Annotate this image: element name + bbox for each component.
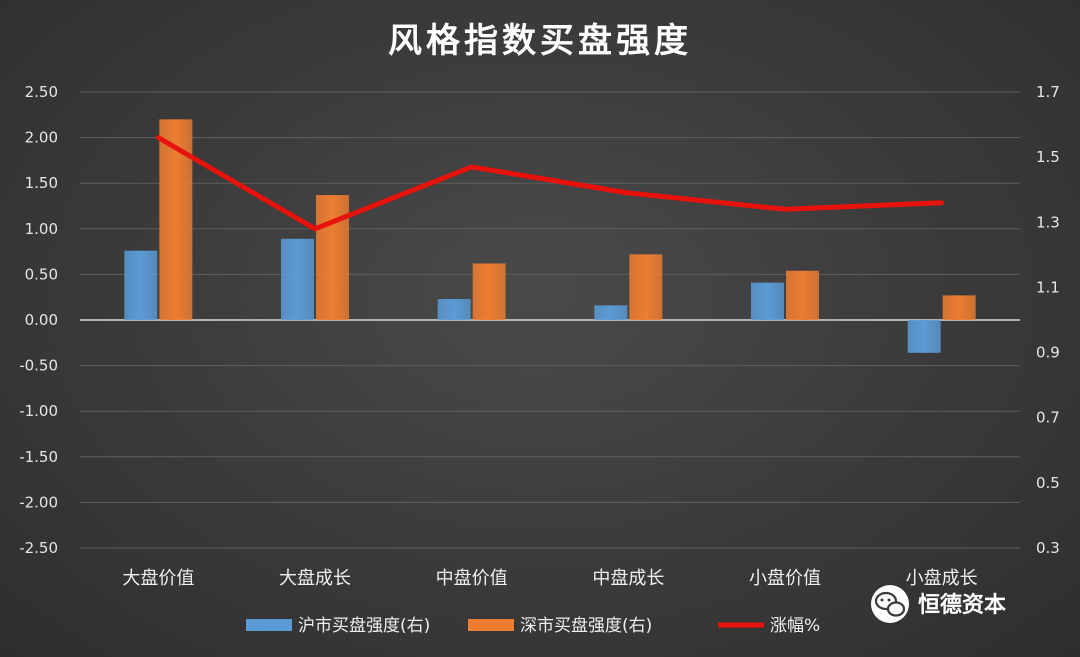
left-tick-label: 1.00 [25, 220, 58, 238]
chart-title: 风格指数买盘强度 [388, 21, 692, 61]
left-tick-label: -0.50 [19, 357, 58, 375]
legend-label-1: 深市买盘强度(右) [520, 616, 652, 636]
bar-sh-1 [281, 238, 314, 320]
line-layer [155, 135, 945, 232]
left-axis-ticks: 2.50 2.00 1.50 1.00 0.50 0.00 -0.50 -1.00 -1.50 -… [19, 83, 58, 557]
legend-swatch-0 [246, 619, 292, 631]
series-line-zhangfu [155, 135, 945, 232]
bar-sz-5 [942, 295, 976, 320]
bar-sh-2 [437, 299, 471, 320]
category-label: 大盘成长 [279, 568, 351, 589]
right-axis-ticks: 1.7 1.5 1.3 1.1 0.9 0.7 0.5 0.3 [1036, 83, 1060, 557]
category-label: 大盘价值 [122, 568, 194, 589]
left-tick-label: -1.00 [19, 402, 58, 420]
left-tick-label: -1.50 [19, 448, 58, 466]
grid-layer [80, 91, 1020, 549]
bar-sz-3 [629, 254, 663, 320]
wechat-icon [871, 585, 909, 623]
bar-sz-1 [316, 195, 349, 320]
legend-label-2: 涨幅% [770, 616, 820, 636]
category-labels: 大盘价值 大盘成长 中盘价值 中盘成长 小盘价值 小盘成长 [122, 568, 977, 589]
left-tick-label: 1.50 [25, 174, 58, 192]
left-tick-label: 0.00 [25, 311, 58, 329]
right-tick-label: 1.7 [1036, 83, 1060, 101]
bar-sh-0 [124, 250, 158, 320]
watermark-text: 恒德资本 [918, 592, 1006, 618]
category-label: 中盘价值 [436, 568, 508, 589]
right-tick-label: 1.1 [1036, 278, 1060, 296]
category-label: 小盘价值 [749, 568, 821, 589]
bar-sh-4 [751, 282, 784, 320]
right-tick-label: 0.3 [1036, 539, 1060, 557]
legend-swatch-1 [468, 619, 514, 631]
left-tick-label: 0.50 [25, 265, 58, 283]
category-label: 小盘成长 [906, 568, 978, 589]
right-tick-label: 0.5 [1036, 474, 1060, 492]
bar-sh-3 [594, 305, 628, 320]
right-tick-label: 0.9 [1036, 344, 1060, 362]
bar-sz-2 [472, 263, 506, 320]
bar-sz-4 [786, 270, 819, 320]
bars-layer [124, 119, 976, 353]
left-tick-label: -2.50 [19, 539, 58, 557]
category-label: 中盘成长 [592, 568, 664, 589]
right-tick-label: 1.5 [1036, 148, 1060, 166]
bar-sh-5 [907, 320, 941, 353]
legend-label-0: 沪市买盘强度(右) [298, 616, 430, 636]
left-tick-label: -2.00 [19, 493, 58, 511]
left-tick-label: 2.00 [25, 129, 58, 147]
watermark: 恒德资本 [871, 585, 1006, 623]
legend: 沪市买盘强度(右) 深市买盘强度(右) 涨幅% [246, 616, 820, 636]
right-tick-label: 1.3 [1036, 213, 1060, 231]
left-tick-label: 2.50 [25, 83, 58, 101]
right-tick-label: 0.7 [1036, 409, 1060, 427]
